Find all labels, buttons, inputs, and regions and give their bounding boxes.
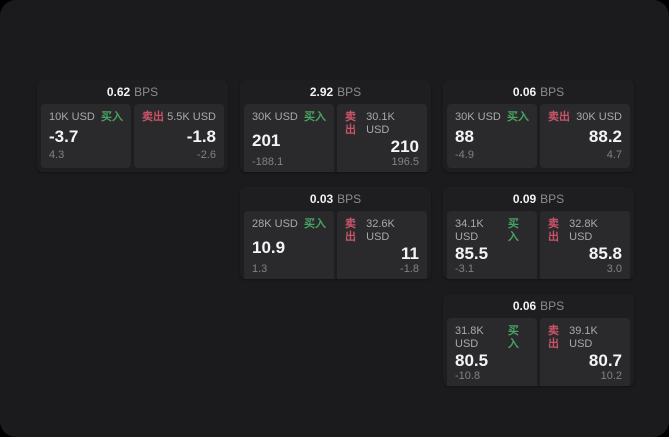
buy-panel[interactable]: 31.8K USD 买入 80.5 -10.8: [447, 318, 537, 386]
sell-label: 卖出: [142, 111, 164, 123]
bps-unit-label: BPS: [540, 299, 565, 313]
sell-panel[interactable]: 卖出 32.6K USD 11 -1.8: [337, 211, 427, 279]
buy-price: -3.7: [49, 127, 79, 146]
buy-label: 买入: [507, 111, 529, 123]
sell-size: 30K USD: [576, 111, 622, 123]
quote-card: 0.09 BPS 34.1K USD 买入 85.5 -3.1 卖出 32.8K…: [443, 187, 634, 279]
buy-sub-value: -188.1: [252, 156, 284, 168]
quote-card: 0.06 BPS 30K USD 买入 88 -4.9 卖出 30K USD: [443, 80, 634, 172]
buy-label: 买入: [304, 111, 326, 123]
buy-sub-value: -4.9: [455, 149, 474, 161]
sell-label: 卖出: [548, 325, 559, 350]
sell-price: 210: [390, 137, 419, 156]
buy-sub-value: -10.8: [455, 370, 481, 382]
sell-label: 卖出: [345, 218, 356, 243]
bps-unit-label: BPS: [134, 85, 159, 99]
buy-sub-value: 1.3: [252, 263, 268, 275]
quote-card: 0.03 BPS 28K USD 买入 10.9 1.3 卖出 32.6K US…: [240, 187, 431, 279]
card-header: 2.92 BPS: [240, 80, 431, 104]
card-header: 0.06 BPS: [443, 294, 634, 318]
buy-sub-value: -3.1: [455, 263, 474, 275]
buy-panel[interactable]: 30K USD 买入 88 -4.9: [447, 104, 537, 168]
card-body: 30K USD 买入 201 -188.1 卖出 30.1K USD 210 1…: [240, 104, 431, 172]
card-header: 0.06 BPS: [443, 80, 634, 104]
buy-size: 34.1K USD: [455, 218, 484, 243]
quote-card: 0.62 BPS 10K USD 买入 -3.7 4.3 卖出 5.5K USD: [37, 80, 228, 172]
buy-size: 28K USD: [252, 218, 298, 230]
card-header: 0.09 BPS: [443, 187, 634, 211]
buy-label: 买入: [101, 111, 123, 123]
quote-card: 0.06 BPS 31.8K USD 买入 80.5 -10.8 卖出 39.1…: [443, 294, 634, 386]
sell-size: 39.1K USD: [569, 325, 598, 350]
sell-label: 卖出: [548, 111, 570, 123]
sell-sub-value: 3.0: [606, 263, 622, 275]
bps-value: 0.62: [106, 85, 131, 99]
sell-size: 32.6K USD: [366, 218, 395, 243]
card-body: 28K USD 买入 10.9 1.3 卖出 32.6K USD 11 -1.8: [240, 211, 431, 279]
buy-price: 10.9: [252, 237, 286, 257]
bps-value: 0.09: [512, 192, 537, 206]
buy-panel[interactable]: 34.1K USD 买入 85.5 -3.1: [447, 211, 537, 279]
sell-panel[interactable]: 卖出 39.1K USD 80.7 10.2: [540, 318, 630, 386]
sell-sub-value: 196.5: [391, 156, 419, 168]
buy-label: 买入: [507, 325, 519, 350]
sell-panel[interactable]: 卖出 5.5K USD -1.8 -2.6: [134, 104, 224, 168]
buy-size: 10K USD: [49, 111, 95, 123]
quote-card: 2.92 BPS 30K USD 买入 201 -188.1 卖出 30.1K …: [240, 80, 431, 172]
quote-cards-grid: 0.62 BPS 10K USD 买入 -3.7 4.3 卖出 5.5K USD: [37, 80, 634, 386]
sell-sub-value: 4.7: [606, 149, 622, 161]
buy-label: 买入: [507, 218, 519, 243]
buy-size: 30K USD: [252, 111, 298, 123]
card-header: 0.62 BPS: [37, 80, 228, 104]
bps-unit-label: BPS: [337, 85, 362, 99]
bps-unit-label: BPS: [337, 192, 362, 206]
buy-price: 201: [252, 130, 281, 150]
sell-label: 卖出: [345, 111, 356, 136]
card-body: 10K USD 买入 -3.7 4.3 卖出 5.5K USD -1.8 -2.…: [37, 104, 228, 172]
buy-size: 31.8K USD: [455, 325, 484, 350]
bps-value: 0.03: [309, 192, 334, 206]
sell-panel[interactable]: 卖出 30K USD 88.2 4.7: [540, 104, 630, 168]
sell-size: 30.1K USD: [366, 111, 395, 136]
sell-size: 5.5K USD: [167, 111, 216, 123]
sell-price: 85.8: [588, 244, 622, 263]
sell-price: 88.2: [588, 127, 622, 146]
bps-value: 0.06: [512, 299, 537, 313]
sell-panel[interactable]: 卖出 30.1K USD 210 196.5: [337, 104, 427, 172]
buy-size: 30K USD: [455, 111, 501, 123]
sell-sub-value: -1.8: [400, 263, 419, 275]
card-body: 34.1K USD 买入 85.5 -3.1 卖出 32.8K USD 85.8…: [443, 211, 634, 279]
buy-panel[interactable]: 30K USD 买入 201 -188.1: [244, 104, 334, 172]
bps-unit-label: BPS: [540, 192, 565, 206]
card-body: 31.8K USD 买入 80.5 -10.8 卖出 39.1K USD 80.…: [443, 318, 634, 386]
sell-price: -1.8: [186, 127, 216, 146]
buy-price: 88: [455, 127, 474, 146]
sell-price: 11: [401, 244, 419, 263]
sell-sub-value: 10.2: [600, 370, 622, 382]
card-header: 0.03 BPS: [240, 187, 431, 211]
bps-value: 0.06: [512, 85, 537, 99]
buy-sub-value: 4.3: [49, 149, 65, 161]
buy-label: 买入: [304, 218, 326, 230]
sell-label: 卖出: [548, 218, 559, 243]
card-body: 30K USD 买入 88 -4.9 卖出 30K USD 88.2 4.7: [443, 104, 634, 172]
buy-price: 80.5: [455, 351, 489, 370]
sell-panel[interactable]: 卖出 32.8K USD 85.8 3.0: [540, 211, 630, 279]
buy-price: 85.5: [455, 244, 489, 263]
bps-value: 2.92: [309, 85, 334, 99]
sell-size: 32.8K USD: [569, 218, 598, 243]
sell-sub-value: -2.6: [197, 149, 216, 161]
buy-panel[interactable]: 10K USD 买入 -3.7 4.3: [41, 104, 131, 168]
sell-price: 80.7: [588, 351, 622, 370]
bps-unit-label: BPS: [540, 85, 565, 99]
buy-panel[interactable]: 28K USD 买入 10.9 1.3: [244, 211, 334, 279]
